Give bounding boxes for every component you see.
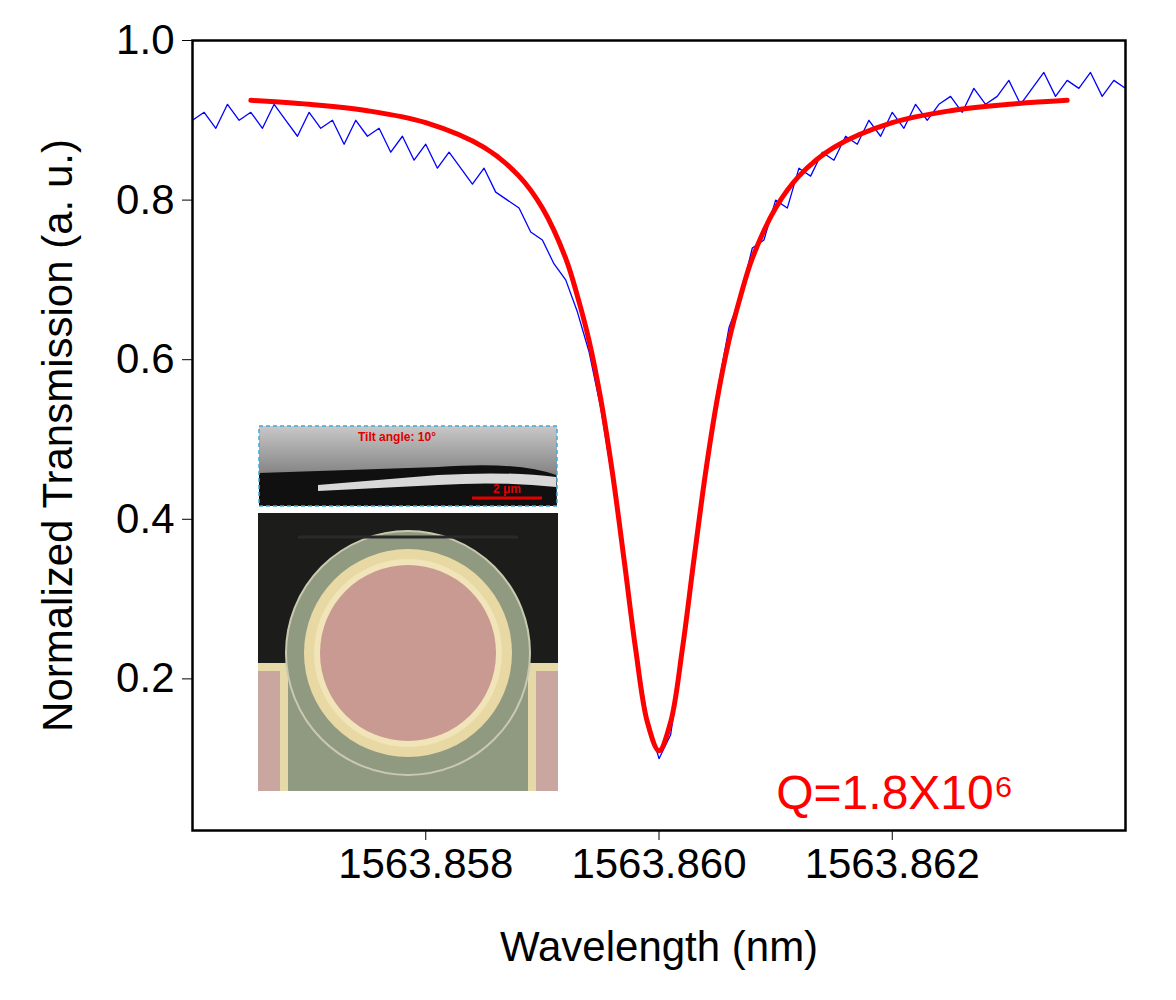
svg-text:1563.862: 1563.862 xyxy=(805,840,980,887)
svg-text:Wavelength (nm): Wavelength (nm) xyxy=(500,923,818,970)
svg-text:0.8: 0.8 xyxy=(116,176,174,223)
svg-text:0.6: 0.6 xyxy=(116,335,174,382)
svg-text:Normalized Transmission (a. u.: Normalized Transmission (a. u.) xyxy=(34,139,81,732)
svg-text:2 μm: 2 μm xyxy=(493,482,521,496)
svg-text:Tilt angle: 10°: Tilt angle: 10° xyxy=(358,430,436,444)
svg-text:1563.860: 1563.860 xyxy=(571,840,746,887)
svg-text:0.2: 0.2 xyxy=(116,654,174,701)
svg-text:0.4: 0.4 xyxy=(116,495,174,542)
svg-text:1563.858: 1563.858 xyxy=(338,840,513,887)
svg-text:Q=1.8X10⁶: Q=1.8X10⁶ xyxy=(776,766,1013,819)
svg-text:1.0: 1.0 xyxy=(116,16,174,63)
